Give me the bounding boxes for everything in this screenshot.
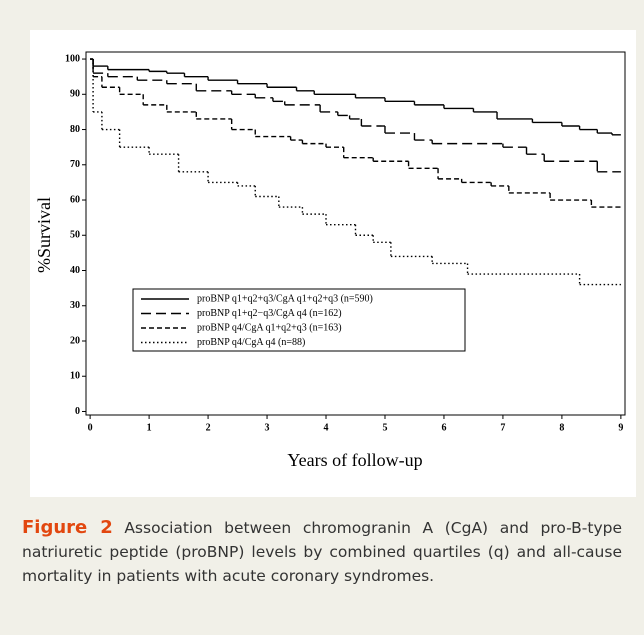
x-tick-label: 7 — [500, 422, 505, 433]
y-tick-label: 10 — [70, 371, 80, 382]
x-tick-label: 0 — [88, 422, 93, 433]
x-tick-label: 9 — [618, 422, 623, 433]
y-tick-label: 70 — [70, 159, 80, 170]
y-tick-label: 0 — [75, 406, 80, 417]
legend-label: proBNP q4/CgA q1+q2+q3 (n=163) — [197, 322, 342, 333]
y-tick-label: 20 — [70, 335, 80, 346]
legend-label: proBNP q1+q2−q3/CgA q4 (n=162) — [197, 308, 342, 319]
x-tick-label: 3 — [265, 422, 270, 433]
caption: Figure 2 Association between chromograni… — [22, 516, 622, 588]
y-tick-label: 40 — [70, 265, 80, 276]
x-axis-label: Years of follow-up — [287, 450, 422, 470]
caption-label: Figure 2 — [22, 517, 113, 538]
x-tick-label: 6 — [441, 422, 446, 433]
y-axis-label: %Survival — [34, 197, 54, 273]
x-tick-label: 8 — [559, 422, 564, 433]
x-tick-label: 4 — [324, 422, 329, 433]
chart: %Survival Years of follow-up 01020304050… — [30, 30, 636, 497]
y-tick-label: 80 — [70, 124, 80, 135]
legend-label: proBNP q4/CgA q4 (n=88) — [197, 337, 305, 348]
y-tick-label: 50 — [70, 230, 80, 241]
legend-label: proBNP q1+q2+q3/CgA q1+q2+q3 (n=590) — [197, 293, 373, 304]
y-tick-label: 90 — [70, 89, 80, 100]
caption-text: Association between chromogranin A (CgA)… — [22, 519, 622, 585]
panel — [30, 30, 636, 497]
y-tick-label: 100 — [65, 53, 80, 64]
y-tick-label: 60 — [70, 194, 80, 205]
plot-frame — [85, 51, 626, 416]
x-tick-label: 2 — [206, 422, 211, 433]
y-tick-label: 30 — [70, 300, 80, 311]
x-tick-label: 1 — [147, 422, 152, 433]
x-tick-label: 5 — [382, 422, 387, 433]
